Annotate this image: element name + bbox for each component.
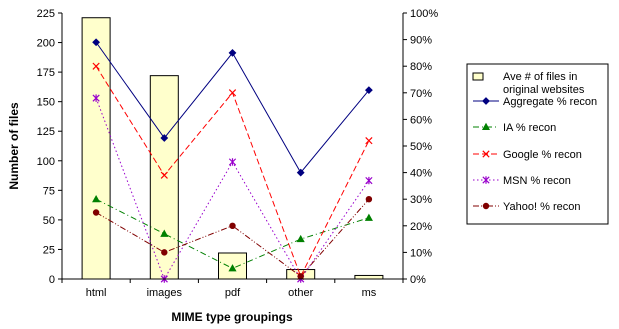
legend-label-2: IA % recon xyxy=(503,122,556,134)
y-tick-label-left: 0 xyxy=(49,274,55,286)
y-tick-label-right: 10% xyxy=(410,247,432,259)
y-tick-label-left: 50 xyxy=(43,215,55,227)
series-point-5-other xyxy=(297,273,304,280)
y-tick-label-right: 50% xyxy=(410,141,432,153)
series-point-1-ms xyxy=(364,86,373,95)
x-tick-label-pdf: pdf xyxy=(225,287,241,299)
series-markers xyxy=(92,38,373,283)
series-line-5 xyxy=(95,198,370,278)
series-point-5-ms xyxy=(365,195,373,203)
axes: 0 25 50 75 100 125 150 175 200 225 0% 10% 20% 30% 40% 5… xyxy=(37,8,439,299)
series-point-5-html xyxy=(92,209,100,216)
legend-marker-4 xyxy=(482,176,490,184)
y-tick-label-left: 200 xyxy=(37,38,55,50)
x-tick-label-html: html xyxy=(86,287,107,299)
series-point-3-ms xyxy=(365,137,373,145)
series-point-4-pdf xyxy=(228,158,237,166)
y-tick-label-left: 175 xyxy=(37,67,55,79)
legend-marker-1 xyxy=(482,97,490,105)
series-point-4-ms xyxy=(365,176,373,185)
legend-label-3: Google % recon xyxy=(503,149,582,161)
legend-box xyxy=(466,63,609,225)
bar-group xyxy=(81,17,384,280)
legend-label-bar: Ave # of files in original websites xyxy=(503,71,585,96)
series-point-5-images xyxy=(161,249,168,256)
y-tick-label-left: 150 xyxy=(37,97,55,109)
series-line-1 xyxy=(95,41,370,174)
series-point-2-pdf xyxy=(228,264,237,272)
y-tick-label-right: 20% xyxy=(410,221,432,233)
bar-html xyxy=(81,17,111,280)
series-line-3 xyxy=(95,65,370,278)
y-tick-label-right: 60% xyxy=(410,114,432,126)
y-tick-label-left: 75 xyxy=(43,185,55,197)
y-axis-title-left: Number of files xyxy=(7,102,21,190)
x-tick-label-images: images xyxy=(147,287,183,299)
series-point-2-images xyxy=(160,229,169,237)
series-point-1-html xyxy=(92,38,101,47)
legend-label-1: Aggregate % recon xyxy=(503,96,597,108)
series-point-3-pdf xyxy=(228,89,237,97)
legend-marker-3 xyxy=(482,150,490,158)
x-axis-title: MIME type groupings xyxy=(171,310,293,324)
bar-ms xyxy=(354,274,384,280)
y-tick-label-right: 100% xyxy=(410,8,438,20)
series-point-1-other xyxy=(296,168,305,177)
bar-images xyxy=(149,75,179,280)
series-point-3-html xyxy=(92,62,100,70)
series-point-5-pdf xyxy=(229,222,236,230)
y-tick-label-left: 100 xyxy=(37,156,55,168)
y-tick-label-right: 40% xyxy=(410,168,432,180)
series-point-3-images xyxy=(160,171,168,179)
y-tick-label-right: 70% xyxy=(410,88,432,100)
legend-swatch-bar xyxy=(472,72,484,81)
legend-label-5: Yahoo! % recon xyxy=(503,201,580,213)
y-tick-label-left: 25 xyxy=(43,244,55,256)
series-point-2-ms xyxy=(364,213,373,221)
legend-marker-2 xyxy=(481,122,491,131)
series-point-2-html xyxy=(92,194,101,203)
x-tick-label-ms: ms xyxy=(362,287,377,299)
y-tick-label-right: 80% xyxy=(410,61,432,73)
y-tick-label-right: 30% xyxy=(410,194,432,206)
y-tick-label-right: 90% xyxy=(410,35,432,47)
x-tick-label-other: other xyxy=(288,287,313,299)
series-point-2-other xyxy=(296,234,305,243)
y-tick-label-left: 225 xyxy=(37,8,55,20)
legend: Ave # of files in original websitesAggreg… xyxy=(466,63,609,225)
legend-label-4: MSN % recon xyxy=(503,175,571,187)
y-tick-label-left: 125 xyxy=(37,126,55,138)
series-point-1-images xyxy=(160,134,169,142)
legend-marker-5 xyxy=(482,202,490,210)
series-point-4-html xyxy=(92,94,100,102)
series-line-4 xyxy=(95,97,370,281)
y-tick-label-right: 0% xyxy=(410,274,426,286)
series-point-1-pdf xyxy=(228,48,237,57)
